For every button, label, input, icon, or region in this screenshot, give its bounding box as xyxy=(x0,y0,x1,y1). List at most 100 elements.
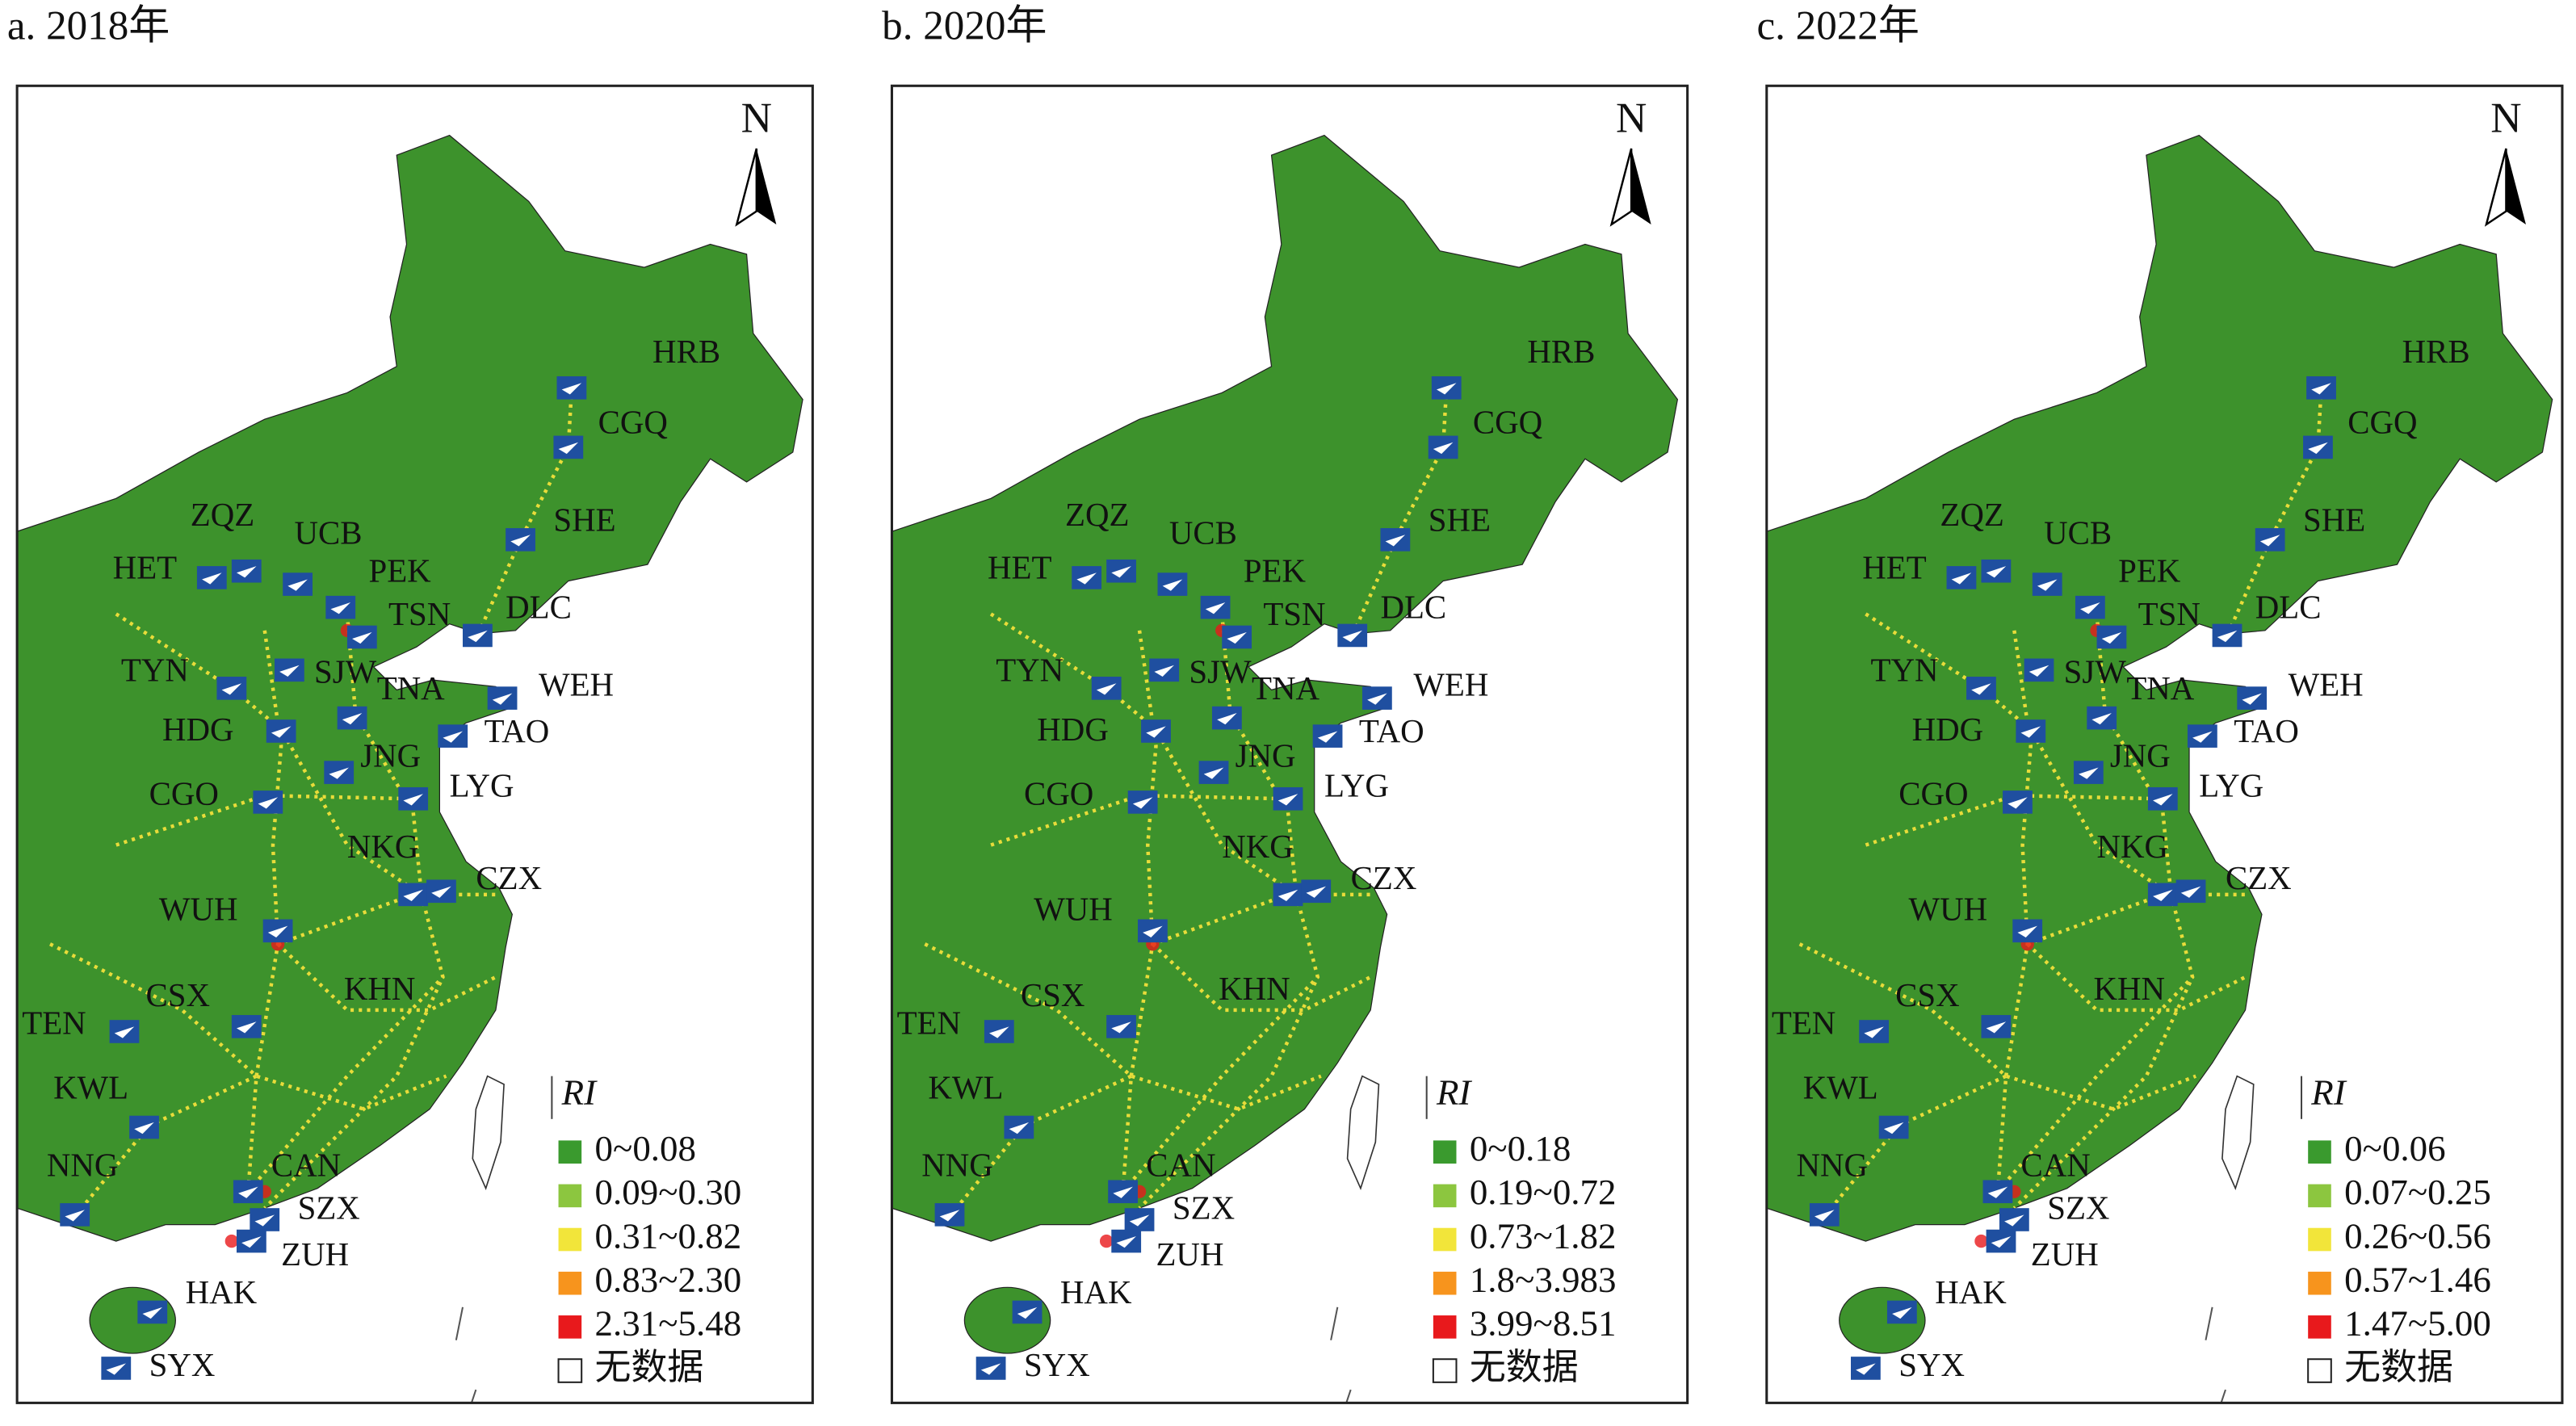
airport-label: PEK xyxy=(369,553,432,589)
airport-label: ZUH xyxy=(281,1236,349,1273)
airport-label: NNG xyxy=(47,1147,119,1184)
plane xyxy=(1951,572,1972,585)
legend-swatch xyxy=(558,1271,582,1295)
airport-label: SZX xyxy=(1173,1190,1235,1227)
airport-label: HDG xyxy=(162,711,234,748)
airport-label: HRB xyxy=(652,333,720,370)
panel-title: a. 2018年 xyxy=(7,3,170,49)
map-panel: N HRB CGQ SHE ZQZ UCB HET PEK TSN DLC TYN SJW TNA WEH… xyxy=(890,84,1689,1404)
plane xyxy=(558,442,579,455)
airport-label: HRB xyxy=(2402,333,2470,370)
plane xyxy=(939,1210,960,1222)
plane xyxy=(2259,535,2280,547)
plane xyxy=(1278,889,1298,902)
plane xyxy=(221,683,242,695)
route xyxy=(1996,975,2194,1193)
plane xyxy=(1986,1021,2007,1034)
airport-label: CGO xyxy=(1898,776,1968,812)
route xyxy=(1121,630,1158,1192)
airport-label: ZQZ xyxy=(191,497,254,533)
plane xyxy=(1217,713,1237,725)
frame xyxy=(15,84,814,1404)
airport-label: DLC xyxy=(2255,589,2322,626)
airport-label: TSN xyxy=(1263,596,1325,632)
plane xyxy=(1892,1306,1912,1319)
plane xyxy=(1986,566,2007,578)
plane xyxy=(2079,767,2099,779)
airport-label: TSN xyxy=(2138,596,2201,632)
airport-label: UCB xyxy=(1169,515,1237,552)
plane xyxy=(142,1306,163,1319)
route xyxy=(1121,975,1319,1193)
legend-label: 无数据 xyxy=(1470,1347,1579,1387)
legend-label: 0.31~0.82 xyxy=(595,1215,742,1256)
plane xyxy=(1864,1026,1884,1038)
plane xyxy=(980,1363,1001,1375)
airport-label: SZX xyxy=(2047,1190,2109,1227)
islands xyxy=(455,1306,477,1403)
route xyxy=(115,612,423,896)
airport-label: ZUH xyxy=(1156,1236,1223,1273)
plane xyxy=(2020,726,2041,738)
airport-label: WUH xyxy=(1909,891,1988,928)
airport-label: PEK xyxy=(2118,553,2181,589)
airport-label: KHN xyxy=(2093,971,2165,1007)
airport-label: TEN xyxy=(1772,1005,1836,1042)
airport-label: SZX xyxy=(298,1190,360,1227)
taiwan xyxy=(2221,1075,2255,1190)
airport-label: CZX xyxy=(2226,860,2292,896)
airport-label: SYX xyxy=(149,1347,216,1383)
airport-label: TYN xyxy=(121,652,189,688)
airport-label: CSX xyxy=(146,977,210,1013)
airport-label: TAO xyxy=(1359,713,1424,749)
hotspot xyxy=(224,1234,239,1248)
plane xyxy=(1227,631,1247,644)
airport-label: HET xyxy=(988,550,1051,586)
airport-label: TEN xyxy=(897,1005,961,1042)
hotspot xyxy=(1974,1234,1988,1248)
plane xyxy=(271,726,292,738)
plane xyxy=(65,1210,85,1222)
plane xyxy=(1111,566,1131,578)
plane xyxy=(2180,886,2201,898)
frame xyxy=(890,84,1689,1404)
legend-swatch xyxy=(557,1358,583,1383)
plane xyxy=(2153,794,2173,806)
plane xyxy=(1815,1210,1835,1222)
plane xyxy=(114,1026,135,1038)
legend-label: 2.31~5.48 xyxy=(595,1303,742,1344)
route xyxy=(277,892,496,946)
plane xyxy=(106,1363,127,1375)
plane xyxy=(1987,1186,2008,1198)
map-panel: N HRB CGQ SHE ZQZ UCB HET PEK TSN DLC TYN SJW TNA WEH… xyxy=(1765,84,2564,1404)
airport-label: CZX xyxy=(1351,860,1417,896)
airport-label: ZQZ xyxy=(1065,497,1129,533)
plane xyxy=(241,1235,262,1248)
plane xyxy=(2028,665,2049,677)
airport-label: SYX xyxy=(1024,1347,1090,1383)
legend-label: 0.83~2.30 xyxy=(595,1260,742,1300)
airport-label: TNA xyxy=(377,670,445,707)
plane xyxy=(2037,579,2058,591)
legend-title: RI xyxy=(1436,1072,1472,1113)
plane xyxy=(1009,1122,1030,1135)
plane xyxy=(236,566,257,578)
airport-label: SHE xyxy=(2303,501,2365,538)
airport-label: HET xyxy=(113,550,177,586)
plane xyxy=(492,693,513,705)
legend-swatch xyxy=(2307,1358,2332,1383)
plane xyxy=(258,797,279,809)
airport-label: HET xyxy=(1862,550,1926,586)
legend-title: RI xyxy=(561,1072,598,1113)
airport-label: SJW xyxy=(314,653,377,690)
airport-label: TYN xyxy=(996,652,1064,688)
airport-label: ZUH xyxy=(2031,1236,2099,1273)
plane xyxy=(2153,889,2173,902)
legend-swatch xyxy=(558,1227,582,1252)
airport-label: TEN xyxy=(22,1005,86,1042)
legend-label: 0.19~0.72 xyxy=(1470,1172,1617,1212)
legend-label: 0.07~0.25 xyxy=(2344,1172,2491,1212)
plane xyxy=(330,602,351,614)
legend-label: 0.26~0.56 xyxy=(2344,1215,2491,1256)
plane xyxy=(236,1021,257,1034)
